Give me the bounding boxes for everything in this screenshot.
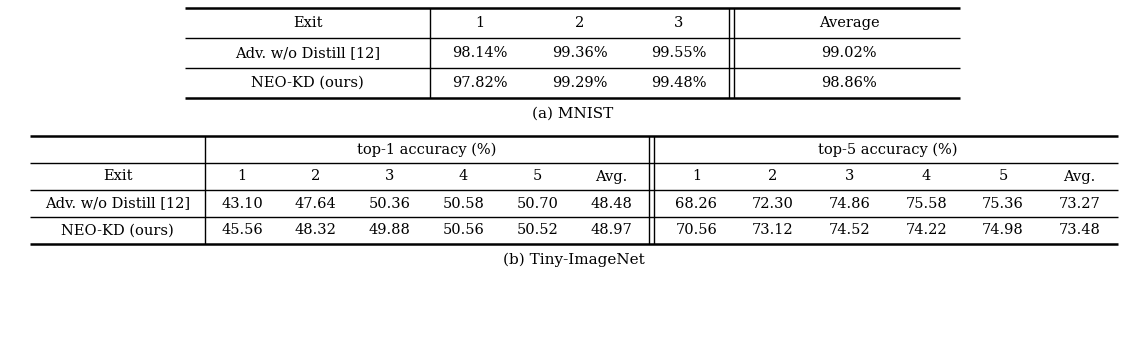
Text: 98.86%: 98.86%	[822, 76, 877, 90]
Text: top-5 accuracy (%): top-5 accuracy (%)	[818, 142, 958, 157]
Text: 72.30: 72.30	[752, 196, 794, 211]
Text: 1: 1	[692, 170, 701, 183]
Text: 4: 4	[458, 170, 468, 183]
Text: 99.02%: 99.02%	[822, 46, 877, 60]
Text: 74.52: 74.52	[829, 223, 871, 238]
Text: 70.56: 70.56	[675, 223, 717, 238]
Text: 99.29%: 99.29%	[552, 76, 607, 90]
Text: 74.98: 74.98	[982, 223, 1023, 238]
Text: (b) Tiny-ImageNet: (b) Tiny-ImageNet	[503, 253, 645, 267]
Text: 98.14%: 98.14%	[453, 46, 508, 60]
Text: 73.48: 73.48	[1059, 223, 1100, 238]
Text: Adv. w/o Distill [12]: Adv. w/o Distill [12]	[45, 196, 190, 211]
Text: 45.56: 45.56	[221, 223, 262, 238]
Text: Avg.: Avg.	[1063, 170, 1096, 183]
Text: NEO-KD (ours): NEO-KD (ours)	[251, 76, 364, 90]
Text: 97.82%: 97.82%	[453, 76, 508, 90]
Text: 48.97: 48.97	[590, 223, 631, 238]
Text: 3: 3	[385, 170, 394, 183]
Text: 5: 5	[533, 170, 542, 183]
Text: 48.48: 48.48	[590, 196, 633, 211]
Text: top-1 accuracy (%): top-1 accuracy (%)	[356, 142, 496, 157]
Text: 50.36: 50.36	[369, 196, 410, 211]
Text: 50.58: 50.58	[442, 196, 485, 211]
Text: 74.22: 74.22	[905, 223, 947, 238]
Text: 2: 2	[311, 170, 321, 183]
Text: 49.88: 49.88	[369, 223, 410, 238]
Text: 48.32: 48.32	[295, 223, 337, 238]
Text: 1: 1	[237, 170, 246, 183]
Text: 47.64: 47.64	[295, 196, 337, 211]
Text: 50.70: 50.70	[517, 196, 558, 211]
Text: 68.26: 68.26	[675, 196, 717, 211]
Text: 2: 2	[768, 170, 778, 183]
Text: 50.56: 50.56	[442, 223, 485, 238]
Text: NEO-KD (ours): NEO-KD (ours)	[61, 223, 174, 238]
Text: 99.36%: 99.36%	[552, 46, 607, 60]
Text: 2: 2	[575, 16, 584, 30]
Text: Average: Average	[818, 16, 879, 30]
Text: 73.12: 73.12	[752, 223, 794, 238]
Text: 74.86: 74.86	[829, 196, 871, 211]
Text: Avg.: Avg.	[595, 170, 627, 183]
Text: Adv. w/o Distill [12]: Adv. w/o Distill [12]	[235, 46, 380, 60]
Text: 75.58: 75.58	[905, 196, 948, 211]
Text: 3: 3	[674, 16, 684, 30]
Text: 3: 3	[845, 170, 855, 183]
Text: 50.52: 50.52	[517, 223, 558, 238]
Text: 75.36: 75.36	[982, 196, 1023, 211]
Text: Exit: Exit	[292, 16, 322, 30]
Text: 99.55%: 99.55%	[651, 46, 707, 60]
Text: 99.48%: 99.48%	[651, 76, 707, 90]
Text: (a) MNIST: (a) MNIST	[532, 107, 613, 121]
Text: 1: 1	[476, 16, 485, 30]
Text: 5: 5	[998, 170, 1007, 183]
Text: Exit: Exit	[103, 170, 132, 183]
Text: 43.10: 43.10	[221, 196, 262, 211]
Text: 4: 4	[921, 170, 931, 183]
Text: 73.27: 73.27	[1059, 196, 1100, 211]
